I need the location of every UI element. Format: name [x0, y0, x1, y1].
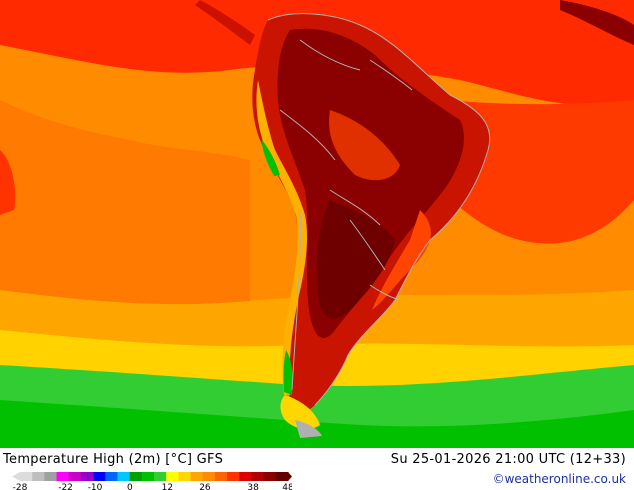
border-argentina-chile [291, 209, 301, 391]
andes-green-patch-south [283, 350, 293, 395]
legend-swatch [32, 472, 45, 481]
coastline [267, 13, 491, 406]
legend-swatch [263, 472, 277, 481]
legend-swatch [166, 472, 179, 481]
andes-green-patch-north [262, 140, 280, 176]
extreme-interior [316, 200, 395, 319]
legend-tick-label: -10 [88, 483, 103, 490]
legend-swatch [275, 472, 289, 481]
border-peru-brazil [279, 109, 336, 161]
legend-swatch [178, 472, 192, 481]
legend-arrow-left [12, 472, 20, 481]
central-america [195, 0, 255, 45]
border-uruguay [369, 284, 401, 301]
legend-swatch [105, 472, 118, 481]
legend-swatch [56, 472, 70, 481]
legend-swatch [251, 472, 265, 481]
legend-swatch [239, 472, 252, 481]
tierra-del-fuego [295, 420, 322, 438]
legend-tick-label: 26 [199, 483, 211, 490]
legend-tick-label: 38 [247, 483, 259, 490]
legend-swatch [190, 472, 204, 481]
legend-swatch [141, 472, 155, 481]
legend-tick-label: -28 [13, 483, 28, 490]
credit-link[interactable]: ©weatheronline.co.uk [492, 472, 626, 486]
caribbean-islands [560, 0, 634, 45]
legend-swatch [129, 472, 143, 481]
legend-swatch [80, 472, 94, 481]
border-guianas [369, 59, 413, 91]
legend-tick-label: 12 [162, 483, 173, 490]
legend-swatch [44, 472, 58, 481]
map-datetime: Su 25-01-2026 21:00 UTC (12+33) [390, 452, 626, 467]
legend-swatch [117, 472, 131, 481]
legend-swatch [227, 472, 240, 481]
country-borders [267, 13, 491, 406]
legend-swatch [214, 472, 228, 481]
border-bolivia [329, 189, 381, 226]
amazon-cooler-patch [329, 110, 400, 181]
legend-swatch [154, 472, 167, 481]
map-title: Temperature High (2m) [°C] GFS [3, 452, 224, 467]
border-paraguay [349, 219, 386, 271]
legend-swatch [93, 472, 106, 481]
legend-tick-label: -22 [58, 483, 73, 490]
legend-swatch [202, 472, 216, 481]
far-west-red-spot [0, 150, 16, 215]
legend-tick-label: 0 [127, 483, 133, 490]
atlantic-coast-band [372, 210, 431, 310]
patagonia-tip [280, 395, 320, 430]
andes-cool-strip [256, 80, 308, 395]
legend-tick-label: 48 [282, 483, 292, 490]
border-colombia-venezuela [299, 39, 361, 71]
legend-swatch [68, 472, 82, 481]
legend-swatch [20, 472, 33, 481]
color-legend: -28 -22 -10 0 12 26 38 48 [12, 472, 292, 490]
legend-arrow-right [288, 472, 292, 481]
temperature-map [0, 0, 634, 448]
west-pacific-warm [0, 100, 250, 330]
footer: Temperature High (2m) [°C] GFS Su 25-01-… [0, 448, 634, 490]
